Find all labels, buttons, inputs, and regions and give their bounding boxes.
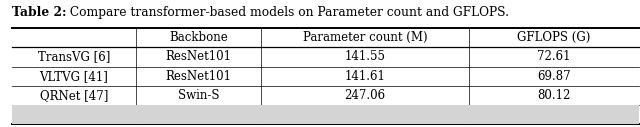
Text: QRNet [47]: QRNet [47] [40, 89, 108, 102]
Text: GFLOPS (G): GFLOPS (G) [517, 31, 591, 44]
Text: ResNet101: ResNet101 [166, 108, 232, 121]
Text: Swin-S: Swin-S [178, 89, 220, 102]
Text: VLTVG [41]: VLTVG [41] [40, 70, 108, 83]
Text: TransVG [6]: TransVG [6] [38, 50, 110, 63]
Text: Compare transformer-based models on Parameter count and GFLOPS.: Compare transformer-based models on Para… [66, 6, 509, 19]
Text: ResNet101: ResNet101 [166, 50, 232, 63]
Text: ResNet101: ResNet101 [166, 70, 232, 83]
Text: 80.12: 80.12 [537, 89, 571, 102]
Text: Backbone: Backbone [170, 31, 228, 44]
Text: 155.28: 155.28 [345, 108, 385, 121]
Text: 73.48: 73.48 [537, 108, 571, 121]
Text: SegVG: SegVG [54, 108, 94, 121]
Text: 72.61: 72.61 [537, 50, 571, 63]
Text: Table 2:: Table 2: [12, 6, 66, 19]
Text: 141.61: 141.61 [345, 70, 385, 83]
Text: 247.06: 247.06 [344, 89, 386, 102]
Text: 69.87: 69.87 [537, 70, 571, 83]
Text: 141.55: 141.55 [344, 50, 386, 63]
Text: Parameter count (M): Parameter count (M) [303, 31, 428, 44]
